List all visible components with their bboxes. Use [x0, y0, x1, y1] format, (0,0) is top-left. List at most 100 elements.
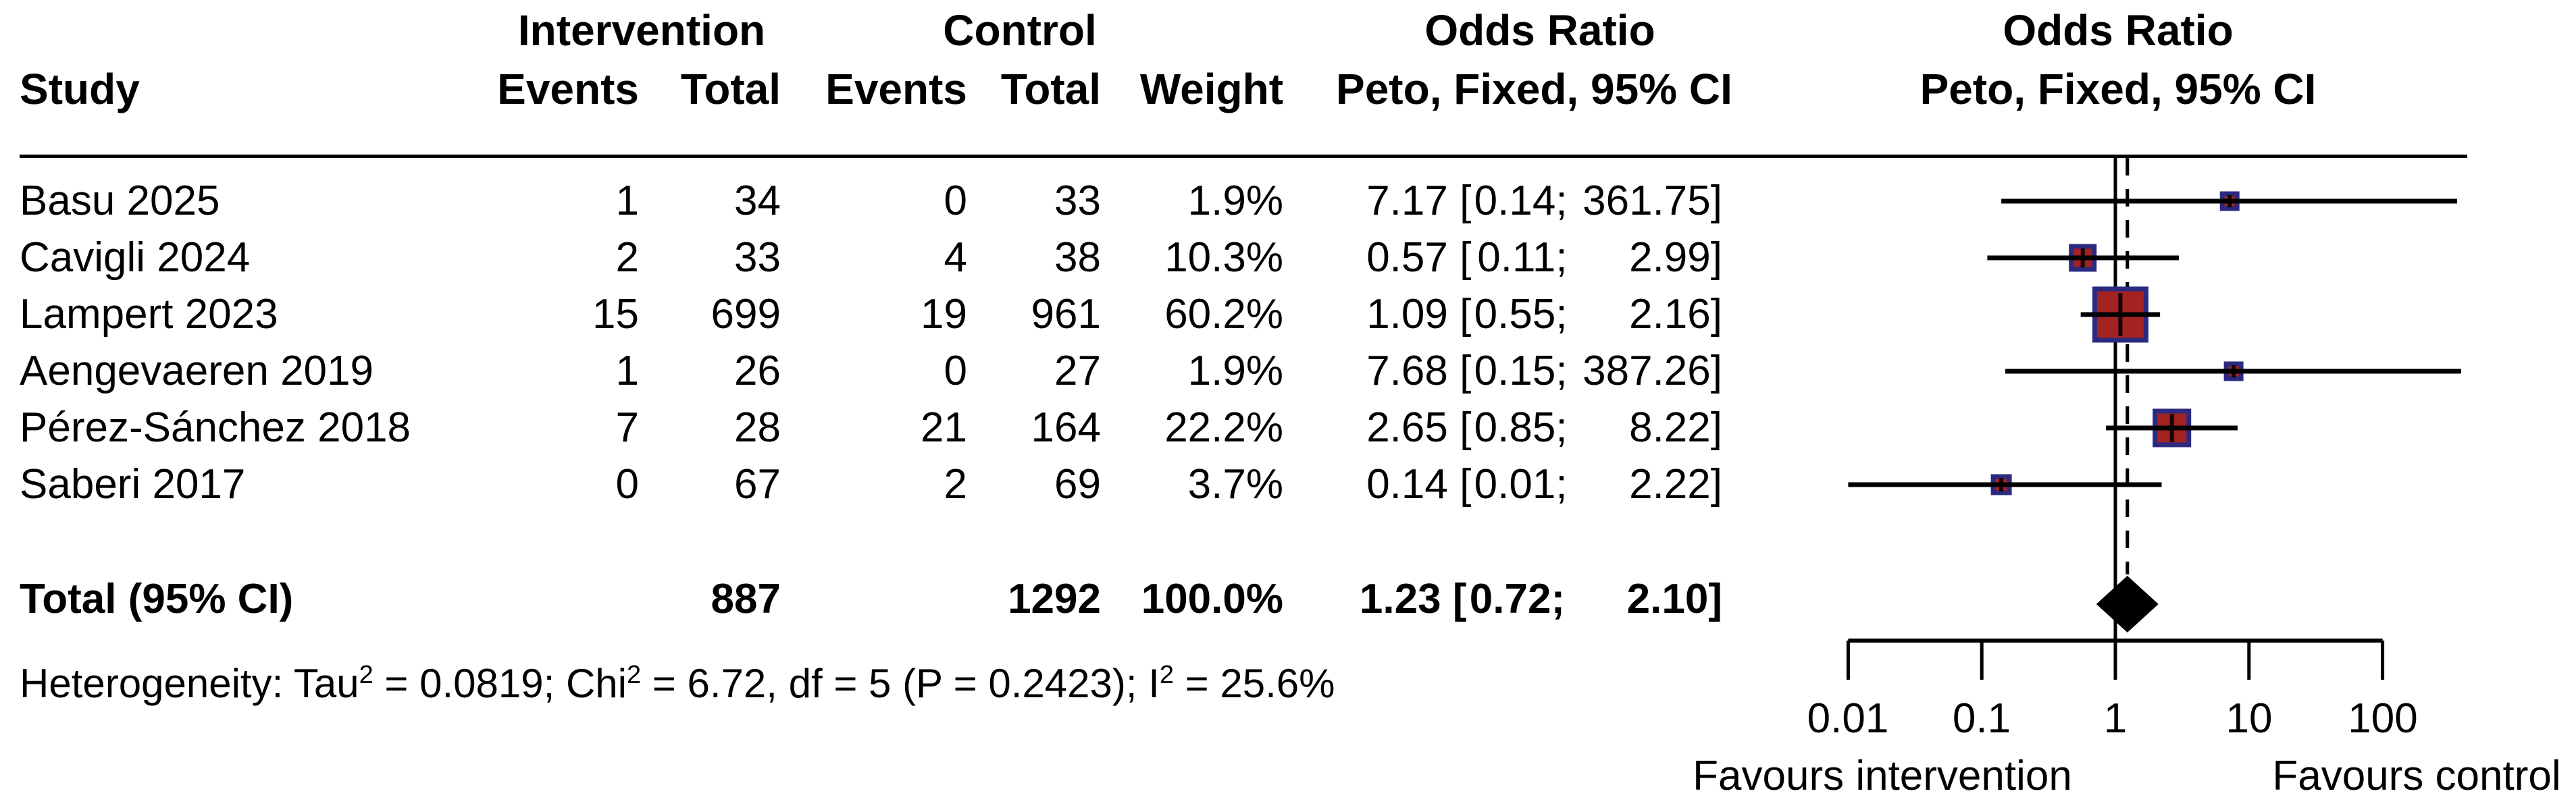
header-odds-ratio-left: Odds Ratio	[1424, 6, 1655, 55]
ci-sep: ;	[1555, 461, 1579, 508]
weight-value: 1.9%	[1187, 178, 1283, 224]
or-ci-text: 7.68 [0.15; 387.26]	[1347, 350, 1722, 393]
ci-close: ]	[1710, 234, 1722, 281]
header-rule	[20, 155, 2467, 158]
total-intervention-n: 887	[711, 576, 781, 622]
or-value: 0.14	[1366, 461, 1448, 508]
or-ci-text: 1.09 [0.55; 2.16]	[1347, 293, 1722, 336]
ci-close: ]	[1710, 404, 1722, 451]
study-name: Aengevaeren 2019	[20, 348, 374, 394]
control-total: 164	[1031, 404, 1101, 451]
total-row-label: Total (95% CI)	[20, 576, 294, 622]
or-ci-text: 0.57 [0.11; 2.99]	[1347, 236, 1722, 279]
ci-sep: ;	[1555, 178, 1579, 224]
header-group-intervention: Intervention	[517, 6, 766, 55]
ci-low: 0.11	[1477, 234, 1556, 281]
ci-sep: ;	[1555, 348, 1579, 394]
ci-low: 0.14	[1474, 178, 1556, 224]
ci-high: 387.26	[1582, 348, 1711, 394]
ci-open: [	[1447, 461, 1472, 508]
intervention-total: 28	[734, 404, 781, 451]
intervention-events: 15	[592, 291, 639, 338]
total-control-n: 1292	[1008, 576, 1101, 622]
header-intervention-events: Events	[497, 65, 639, 113]
header-method-right: Peto, Fixed, 95% CI	[1920, 65, 2317, 113]
ci-close: ]	[1710, 178, 1722, 224]
header-group-control: Control	[943, 6, 1097, 55]
ci-close: ]	[1708, 576, 1722, 622]
ci-close: ]	[1710, 291, 1722, 338]
header-weight: Weight	[1139, 65, 1283, 113]
or-value: 0.57	[1366, 234, 1448, 281]
intervention-total: 33	[734, 234, 781, 281]
header-study: Study	[20, 65, 140, 113]
intervention-total: 699	[711, 291, 781, 338]
control-events: 2	[944, 461, 967, 508]
control-events: 0	[944, 178, 967, 224]
control-total: 27	[1054, 348, 1101, 394]
or-value: 7.17	[1366, 178, 1448, 224]
ci-low: 0.72	[1469, 576, 1551, 622]
ci-sep: ;	[1555, 291, 1579, 338]
or-ci-text: 2.65 [0.85; 8.22]	[1347, 406, 1722, 450]
axis-tick-label: 1	[2103, 695, 2128, 742]
ci-low: 0.55	[1474, 291, 1556, 338]
total-or-ci-text: 1.23 [0.72; 2.10]	[1340, 578, 1722, 621]
study-name: Pérez-Sánchez 2018	[20, 404, 411, 451]
ci-open: [	[1441, 576, 1467, 622]
control-events: 0	[944, 348, 967, 394]
ci-high: 2.10	[1626, 576, 1709, 622]
intervention-events: 1	[615, 348, 639, 394]
favours-intervention-label: Favours intervention	[1693, 753, 2072, 799]
or-value: 1.23	[1359, 576, 1441, 622]
intervention-events: 2	[615, 234, 639, 281]
header-intervention-total: Total	[680, 65, 781, 113]
intervention-events: 0	[615, 461, 639, 508]
or-value: 7.68	[1366, 348, 1448, 394]
ci-high: 361.75	[1582, 178, 1711, 224]
ci-low: 0.01	[1474, 461, 1556, 508]
pooled-diamond	[2096, 576, 2159, 632]
ci-sep: ;	[1555, 404, 1579, 451]
ci-sep: ;	[1551, 576, 1577, 622]
weight-value: 1.9%	[1187, 348, 1283, 394]
intervention-total: 26	[734, 348, 781, 394]
intervention-events: 1	[615, 178, 639, 224]
ci-open: [	[1447, 348, 1472, 394]
control-total: 38	[1054, 234, 1101, 281]
study-name: Basu 2025	[20, 178, 220, 224]
ci-open: [	[1447, 234, 1472, 281]
axis-tick-label: 0.01	[1807, 695, 1889, 742]
ci-sep: ;	[1555, 234, 1579, 281]
axis-tick-label: 100	[2348, 695, 2418, 742]
intervention-total: 67	[734, 461, 781, 508]
total-weight: 100.0%	[1141, 576, 1283, 622]
or-value: 2.65	[1366, 404, 1448, 451]
ci-close: ]	[1710, 348, 1722, 394]
weight-value: 60.2%	[1164, 291, 1283, 338]
header-odds-ratio-right: Odds Ratio	[2003, 6, 2234, 55]
ci-low: 0.85	[1474, 404, 1556, 451]
header-method-left: Peto, Fixed, 95% CI	[1336, 65, 1732, 113]
or-value: 1.09	[1366, 291, 1448, 338]
ci-open: [	[1447, 178, 1472, 224]
or-ci-text: 7.17 [0.14; 361.75]	[1347, 180, 1722, 223]
ci-open: [	[1447, 291, 1472, 338]
weight-value: 3.7%	[1187, 461, 1283, 508]
ci-high: 8.22	[1629, 404, 1711, 451]
control-events: 19	[921, 291, 967, 338]
study-name: Lampert 2023	[20, 291, 278, 338]
or-ci-text: 0.14 [0.01; 2.22]	[1347, 463, 1722, 506]
heterogeneity-stats: Heterogeneity: Tau2 = 0.0819; Chi2 = 6.7…	[20, 661, 1335, 706]
control-total: 961	[1031, 291, 1101, 338]
favours-control-label: Favours control	[2272, 753, 2561, 799]
ci-close: ]	[1710, 461, 1722, 508]
ci-high: 2.22	[1629, 461, 1711, 508]
weight-value: 22.2%	[1164, 404, 1283, 451]
intervention-total: 34	[734, 178, 781, 224]
study-name: Cavigli 2024	[20, 234, 251, 281]
ci-high: 2.16	[1629, 291, 1711, 338]
header-control-events: Events	[825, 65, 967, 113]
study-name: Saberi 2017	[20, 461, 246, 508]
header-control-total: Total	[1000, 65, 1101, 113]
